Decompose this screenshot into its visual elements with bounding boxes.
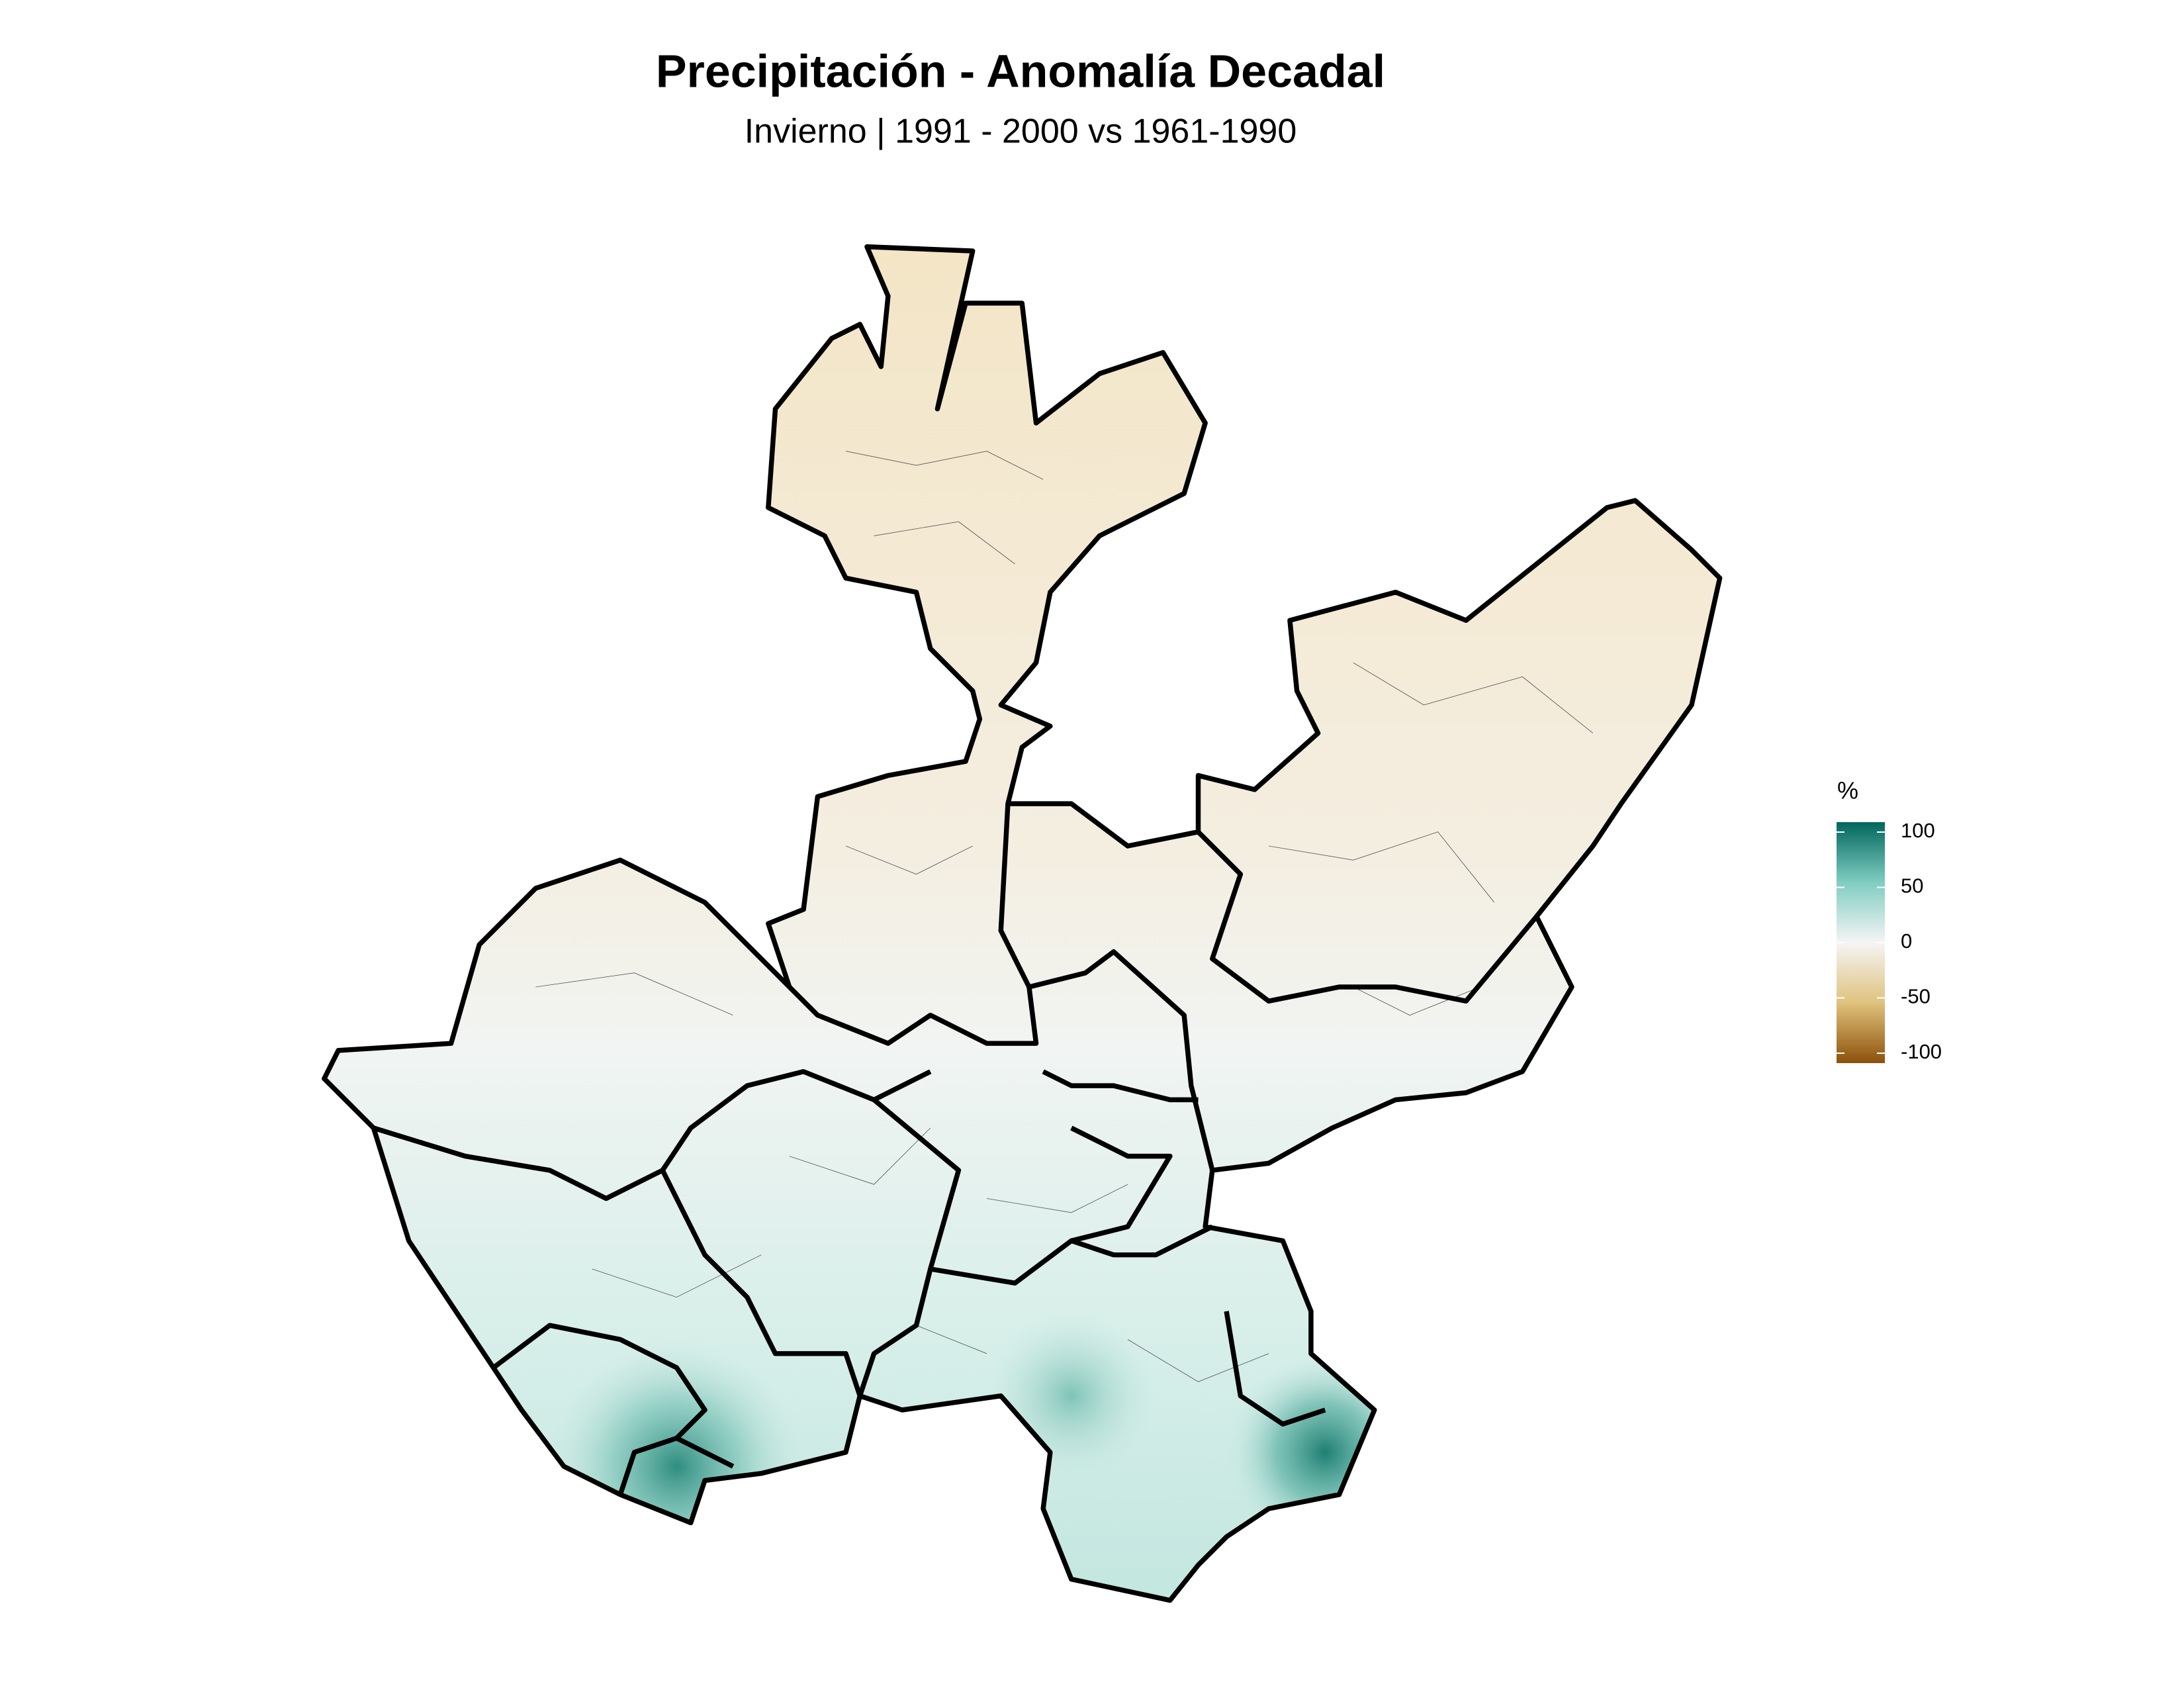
- colorbar-tick-label: 50: [1901, 874, 1923, 898]
- anomaly-field: [324, 246, 1720, 1601]
- title: Precipitación - Anomalía Decadal: [656, 45, 1385, 97]
- region-borders: [324, 247, 1720, 1601]
- map: [282, 212, 1762, 1622]
- colorbar-tick-label: -50: [1901, 985, 1931, 1008]
- legend-title: %: [1837, 777, 1858, 804]
- colorbar-tick-label: -100: [1901, 1040, 1942, 1063]
- colorbar-tick-label: 100: [1901, 819, 1935, 842]
- colorbar-tick-label: 0: [1901, 929, 1912, 953]
- subtitle: Invierno | 1991 - 2000 vs 1961-1990: [745, 113, 1297, 151]
- colorbar: [1837, 821, 1885, 1064]
- legend: % 100 50 0 -50 -100: [1837, 777, 1942, 1064]
- municipal-borders: [535, 451, 1594, 1382]
